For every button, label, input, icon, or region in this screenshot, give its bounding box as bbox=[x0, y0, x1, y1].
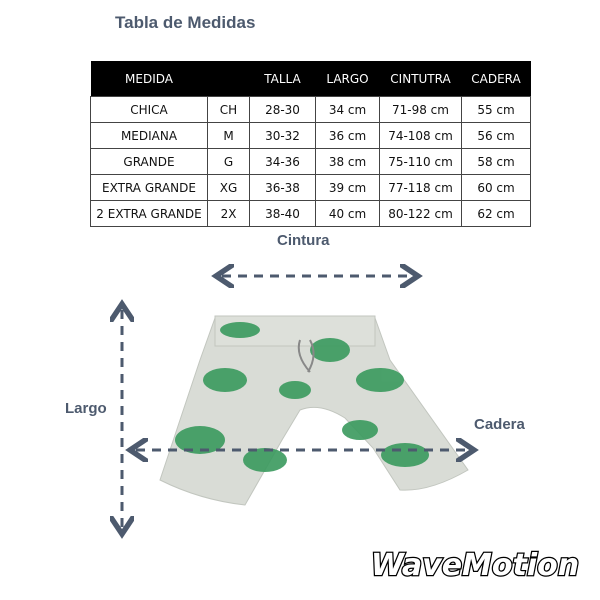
table-cell: M bbox=[207, 122, 250, 149]
header-talla: TALLA bbox=[249, 61, 316, 97]
cintura-label: Cintura bbox=[277, 232, 330, 249]
table-cell: 58 cm bbox=[461, 148, 531, 175]
page-title: Tabla de Medidas bbox=[115, 13, 256, 32]
table-cell: 80-122 cm bbox=[379, 200, 462, 227]
logo: WaveMotion bbox=[371, 548, 579, 583]
table-cell: 60 cm bbox=[461, 174, 531, 201]
table-row: 2 EXTRA GRANDE 2X 38-40 40 cm 80-122 cm 62 cm bbox=[90, 200, 531, 227]
table-cell: 38 cm bbox=[315, 148, 380, 175]
header-cadera: CADERA bbox=[461, 61, 531, 97]
table-cell: 2 EXTRA GRANDE bbox=[90, 200, 208, 227]
table-cell: 34-36 bbox=[249, 148, 316, 175]
size-table: MEDIDA TALLA LARGO CINTUTRA CADERA CHICA… bbox=[90, 61, 531, 227]
table-cell: GRANDE bbox=[90, 148, 208, 175]
table-cell: 39 cm bbox=[315, 174, 380, 201]
table-cell: 55 cm bbox=[461, 96, 531, 123]
table-cell: G bbox=[207, 148, 250, 175]
table-cell: CH bbox=[207, 96, 250, 123]
table-cell: 75-110 cm bbox=[379, 148, 462, 175]
header-largo: LARGO bbox=[315, 61, 380, 97]
table-cell: 77-118 cm bbox=[379, 174, 462, 201]
table-cell: 40 cm bbox=[315, 200, 380, 227]
table-cell: XG bbox=[207, 174, 250, 201]
shorts-image bbox=[159, 315, 469, 506]
table-row: EXTRA GRANDE XG 36-38 39 cm 77-118 cm 60 cm bbox=[90, 174, 531, 201]
table-cell: 38-40 bbox=[249, 200, 316, 227]
largo-label: Largo bbox=[65, 400, 107, 417]
header-blank bbox=[207, 61, 250, 97]
cadera-label: Cadera bbox=[474, 416, 525, 433]
table-row: GRANDE G 34-36 38 cm 75-110 cm 58 cm bbox=[90, 148, 531, 175]
table-cell: 2X bbox=[207, 200, 250, 227]
header-medida: MEDIDA bbox=[90, 61, 208, 97]
table-cell: 36 cm bbox=[315, 122, 380, 149]
table-cell: 71-98 cm bbox=[379, 96, 462, 123]
header-cintura: CINTUTRA bbox=[379, 61, 462, 97]
table-cell: 62 cm bbox=[461, 200, 531, 227]
table-cell: 30-32 bbox=[249, 122, 316, 149]
